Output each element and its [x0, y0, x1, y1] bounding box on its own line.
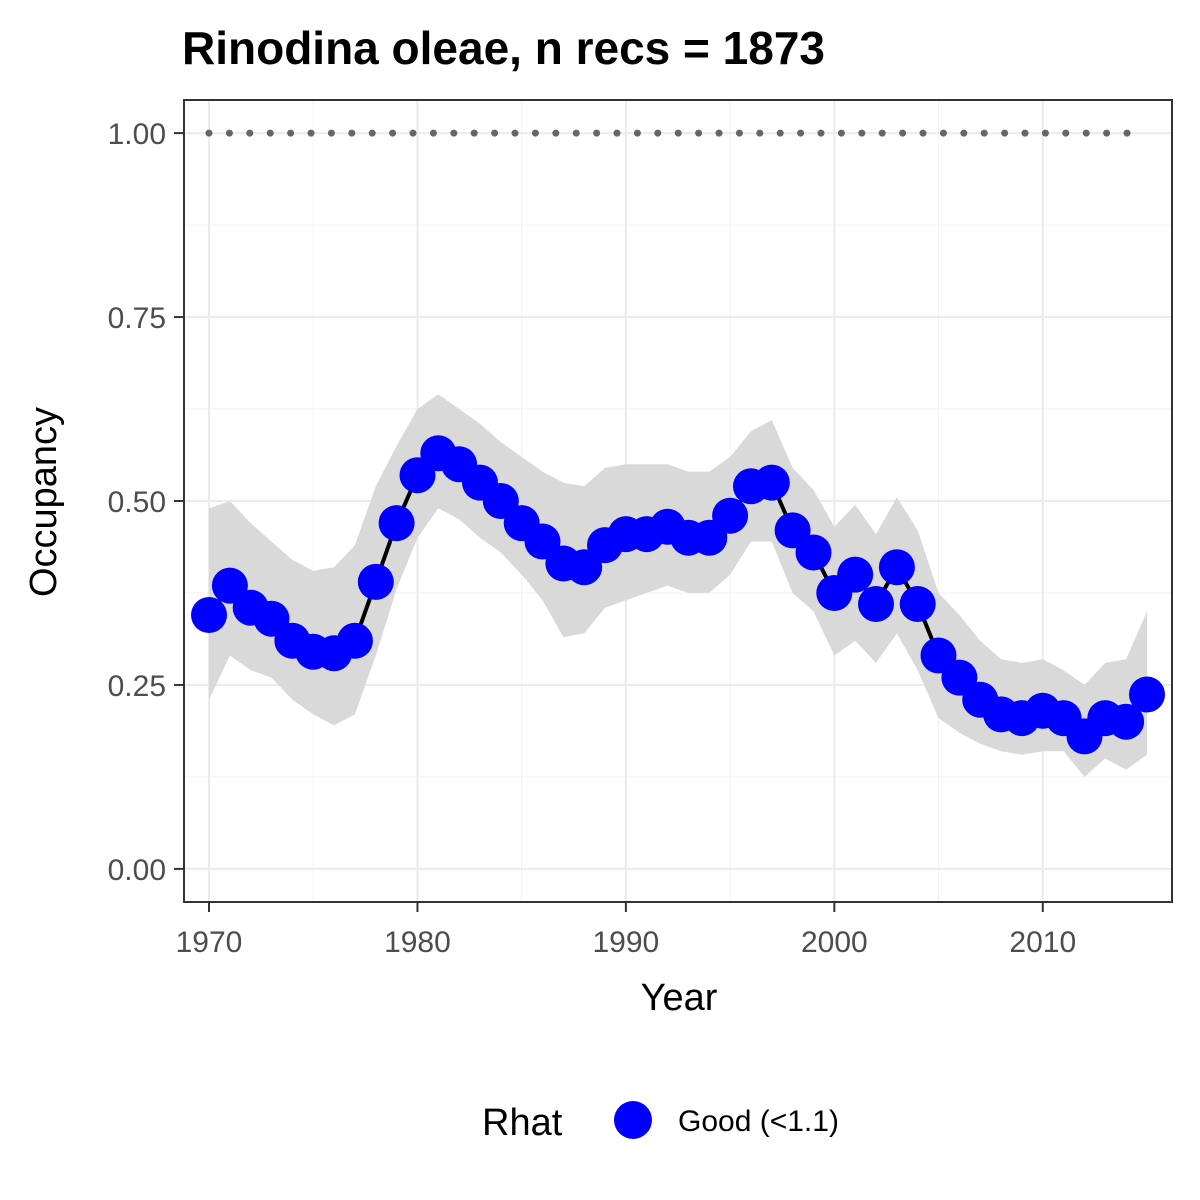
- x-tick-label: 2010: [1009, 926, 1076, 959]
- x-tick-label: 1980: [384, 926, 451, 959]
- data-points-layer: [191, 435, 1165, 755]
- y-tick-label: 0.25: [108, 670, 166, 703]
- y-tick-label: 1.00: [108, 118, 166, 151]
- chart-title: Rinodina oleae, n recs = 1873: [182, 22, 825, 74]
- data-point: [878, 549, 915, 586]
- data-point: [1108, 703, 1145, 740]
- data-point: [336, 622, 373, 659]
- data-point: [837, 556, 874, 593]
- y-tick-label: 0.75: [108, 302, 166, 335]
- confidence-ribbon-layer: [209, 394, 1147, 777]
- plot-panel: [183, 99, 1173, 903]
- legend-label-good: Good (<1.1): [678, 1105, 839, 1138]
- legend-title: Rhat: [482, 1102, 563, 1144]
- y-axis: 0.00 0.25 0.50 0.75 1.00: [108, 118, 184, 887]
- x-axis-title: Year: [641, 977, 718, 1019]
- y-tick-label: 0.50: [108, 486, 166, 519]
- legend: Rhat Good (<1.1): [482, 1101, 839, 1144]
- data-point: [378, 505, 415, 542]
- data-point: [1129, 676, 1165, 713]
- data-point: [712, 497, 749, 534]
- x-axis: 1970 1980 1990 2000 2010: [176, 902, 1076, 959]
- legend-key-good: [614, 1101, 652, 1139]
- x-tick-label: 2000: [801, 926, 868, 959]
- y-tick-label: 0.00: [108, 854, 166, 887]
- data-point: [899, 586, 936, 622]
- y-axis-title: Occupancy: [23, 407, 65, 597]
- data-point: [795, 534, 832, 571]
- data-point: [191, 597, 227, 633]
- data-point: [858, 586, 894, 622]
- x-tick-label: 1970: [176, 926, 243, 959]
- data-point: [357, 563, 394, 600]
- x-tick-label: 1990: [593, 926, 660, 959]
- data-point: [753, 464, 790, 501]
- confidence-ribbon: [209, 394, 1147, 777]
